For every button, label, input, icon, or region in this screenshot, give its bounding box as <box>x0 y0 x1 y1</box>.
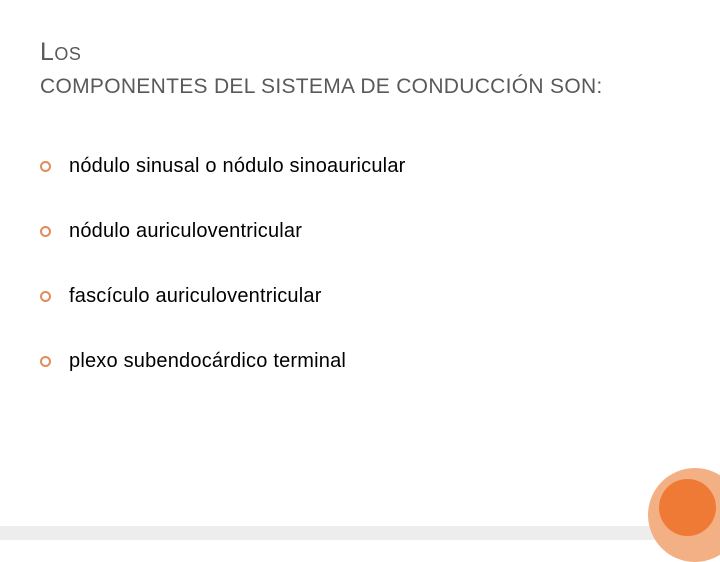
list-item: nódulo sinusal o nódulo sinoauricular <box>40 155 680 178</box>
bullet-icon <box>40 226 51 237</box>
bullet-icon <box>40 291 51 302</box>
corner-circle-inner <box>659 479 716 536</box>
list-item: plexo subendocárdico terminal <box>40 350 680 373</box>
corner-circle-decoration <box>648 468 720 562</box>
slide-content: Los COMPONENTES DEL SISTEMA DE CONDUCCIÓ… <box>0 0 720 373</box>
bullet-icon <box>40 356 51 367</box>
item-text: plexo subendocárdico terminal <box>69 350 346 373</box>
bullet-icon <box>40 161 51 172</box>
title-line1: Los <box>40 38 680 67</box>
list-item: nódulo auriculoventricular <box>40 220 680 243</box>
bullet-list: nódulo sinusal o nódulo sinoauricular nó… <box>40 155 680 373</box>
item-text: fascículo auriculoventricular <box>69 285 322 308</box>
title-line2: COMPONENTES DEL SISTEMA DE CONDUCCIÓN SO… <box>40 75 680 99</box>
list-item: fascículo auriculoventricular <box>40 285 680 308</box>
item-text: nódulo sinusal o nódulo sinoauricular <box>69 155 406 178</box>
bottom-bar <box>0 526 720 540</box>
item-text: nódulo auriculoventricular <box>69 220 302 243</box>
